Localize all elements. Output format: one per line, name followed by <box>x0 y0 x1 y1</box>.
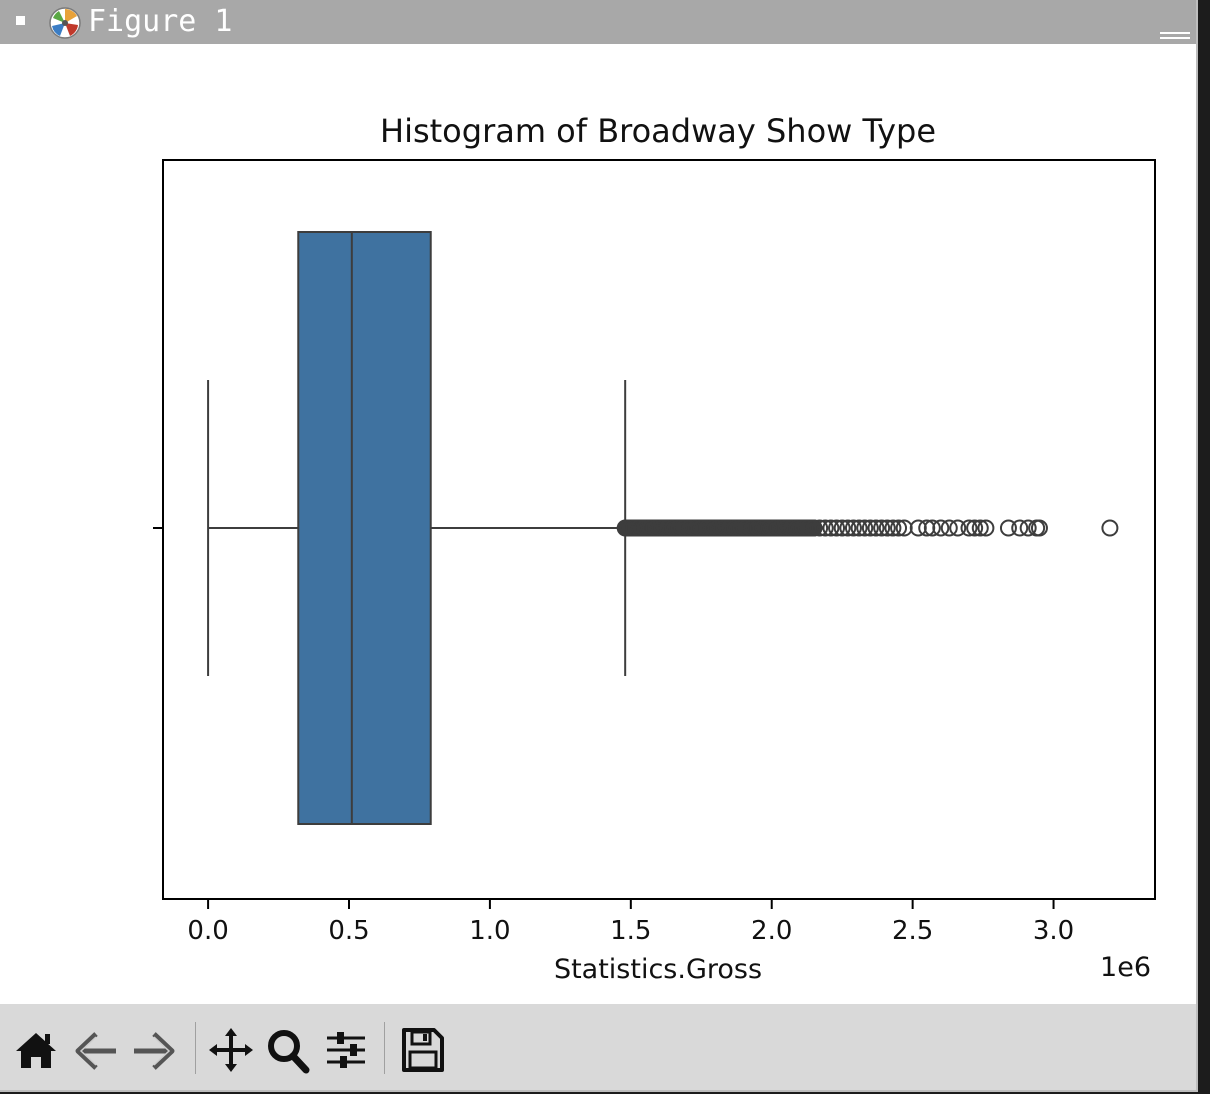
outlier-point <box>811 519 829 537</box>
x-axis-ticks: 0.0 0.5 1.0 1.5 2.0 2.5 3.0 <box>187 899 1074 946</box>
outlier-point <box>816 519 834 537</box>
outlier-point <box>720 519 738 537</box>
x-tick-label: 2.5 <box>892 916 933 946</box>
outlier-point <box>788 519 806 537</box>
outlier-point <box>709 519 727 537</box>
iqr-box <box>297 231 432 825</box>
toolbar-separator <box>384 1022 385 1074</box>
outlier-point <box>873 519 891 537</box>
outlier-point <box>687 519 705 537</box>
outlier-point <box>799 519 817 537</box>
save-floppy-icon[interactable] <box>398 1024 446 1076</box>
navigation-toolbar <box>0 1004 1196 1090</box>
plot-area-frame <box>162 159 1156 900</box>
outlier-point <box>844 519 862 537</box>
outlier-point <box>658 519 676 537</box>
title-bar[interactable]: Figure 1 <box>0 0 1196 44</box>
chart-title: Histogram of Broadway Show Type <box>380 112 936 150</box>
outlier-point <box>715 519 733 537</box>
minimize-icon[interactable] <box>1160 32 1190 39</box>
outlier-point <box>839 519 857 537</box>
outlier-point <box>630 519 648 537</box>
outlier-point <box>636 519 654 537</box>
home-icon[interactable] <box>12 1024 60 1076</box>
outlier-point <box>999 519 1017 537</box>
outlier-point <box>1101 519 1119 537</box>
outlier-point <box>642 519 660 537</box>
outlier-point <box>782 519 800 537</box>
outlier-point <box>794 519 812 537</box>
x-tick-label: 1.0 <box>469 916 510 946</box>
outlier-point <box>726 519 744 537</box>
outlier-point <box>861 519 879 537</box>
outlier-point <box>960 519 978 537</box>
x-axis-label: Statistics.Gross <box>554 954 762 985</box>
outlier-point <box>749 519 767 537</box>
outlier-point <box>732 519 750 537</box>
forward-arrow-icon[interactable] <box>130 1024 178 1076</box>
box-layer <box>207 231 627 825</box>
outlier-point <box>766 519 784 537</box>
zoom-magnifier-icon[interactable] <box>264 1024 312 1076</box>
outlier-point <box>1011 519 1029 537</box>
outlier-point <box>822 519 840 537</box>
outlier-point <box>932 519 950 537</box>
outlier-point <box>760 519 778 537</box>
outlier-point <box>698 519 716 537</box>
x-axis-offset-label: 1e6 <box>1100 952 1151 983</box>
outlier-point <box>966 519 984 537</box>
outlier-point <box>1030 519 1048 537</box>
outlier-point <box>777 519 795 537</box>
window-menu-icon[interactable] <box>16 16 25 25</box>
outlier-point <box>949 519 967 537</box>
x-tick-label: 0.0 <box>187 916 228 946</box>
outlier-point <box>653 519 671 537</box>
window-title: Figure 1 <box>88 4 233 39</box>
outlier-point <box>670 519 688 537</box>
toolbar-separator <box>195 1022 196 1074</box>
x-tick-label: 1.5 <box>610 916 651 946</box>
outlier-point <box>833 519 851 537</box>
outlier-point <box>923 519 941 537</box>
outlier-point <box>850 519 868 537</box>
outlier-point <box>619 519 637 537</box>
matplotlib-logo-icon <box>49 7 81 39</box>
outlier-point <box>754 519 772 537</box>
outlier-point <box>743 519 761 537</box>
outlier-layer <box>616 519 1119 537</box>
configure-subplots-icon[interactable] <box>322 1024 370 1076</box>
pan-move-icon[interactable] <box>207 1024 255 1076</box>
outlier-point <box>771 519 789 537</box>
outlier-point <box>884 519 902 537</box>
x-tick-label: 3.0 <box>1033 916 1074 946</box>
x-tick-label: 2.0 <box>751 916 792 946</box>
outlier-point <box>878 519 896 537</box>
outlier-point <box>971 519 989 537</box>
outlier-point <box>692 519 710 537</box>
outlier-point <box>1019 519 1037 537</box>
outlier-point <box>681 519 699 537</box>
outlier-point <box>625 519 643 537</box>
outlier-point <box>828 519 846 537</box>
boxplot-chart: Histogram of Broadway Show Type 0.0 0.5 1.… <box>153 112 1156 985</box>
outlier-point <box>675 519 693 537</box>
figure-canvas[interactable]: Histogram of Broadway Show Type 0.0 0.5 1.… <box>0 44 1196 1004</box>
outlier-point <box>664 519 682 537</box>
outlier-point <box>737 519 755 537</box>
outlier-point <box>805 519 823 537</box>
outlier-point <box>977 519 995 537</box>
back-arrow-icon[interactable] <box>72 1024 120 1076</box>
outlier-point <box>704 519 722 537</box>
x-tick-label: 0.5 <box>328 916 369 946</box>
outlier-point <box>940 519 958 537</box>
outlier-point <box>856 519 874 537</box>
outlier-point <box>890 519 908 537</box>
outlier-point <box>647 519 665 537</box>
outlier-point <box>867 519 885 537</box>
